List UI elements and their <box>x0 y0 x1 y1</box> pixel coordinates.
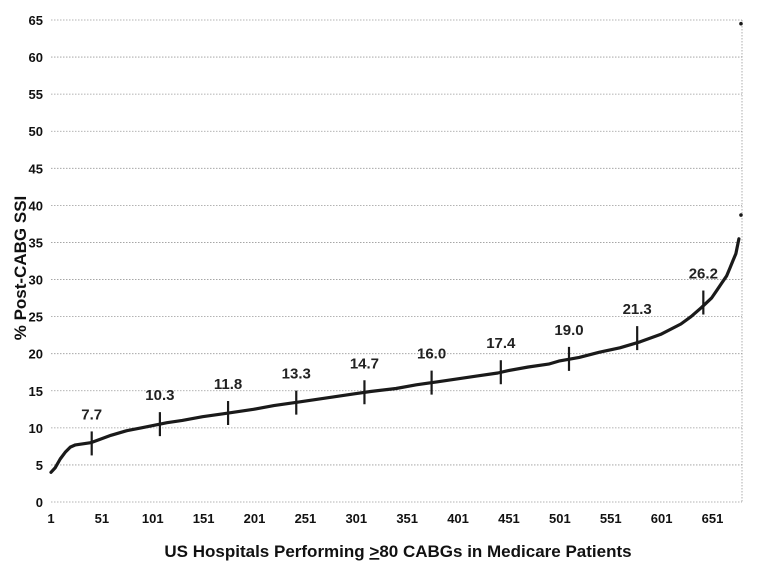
marker-label-0: 7.7 <box>81 406 102 423</box>
y-tick-label-8: 40 <box>29 198 43 213</box>
x-axis-ticks: 1 51 101 151 201 251 301 351 401 451 501 551 601 651 <box>47 511 723 526</box>
y-tick-label-13: 65 <box>29 13 43 28</box>
y-tick-label-6: 30 <box>29 273 43 288</box>
y-tick-label-10: 50 <box>29 124 43 139</box>
x-tick-label-7: 351 <box>396 511 418 526</box>
y-axis-title: % Post-CABG SSI <box>11 196 30 341</box>
x-tick-label-12: 601 <box>651 511 673 526</box>
x-tick-label-0: 1 <box>47 511 54 526</box>
marker-label-9: 26.2 <box>689 266 718 283</box>
x-tick-label-6: 301 <box>345 511 367 526</box>
marker-label-5: 16.0 <box>417 346 446 363</box>
outlier-point-1 <box>739 21 743 26</box>
x-tick-label-8: 401 <box>447 511 469 526</box>
marker-label-8: 21.3 <box>623 301 652 318</box>
y-tick-label-1: 5 <box>36 458 43 473</box>
x-tick-label-4: 201 <box>244 511 266 526</box>
x-tick-label-10: 501 <box>549 511 571 526</box>
marker-label-1: 10.3 <box>145 387 174 404</box>
grid-lines <box>51 19 743 503</box>
x-tick-label-11: 551 <box>600 511 622 526</box>
y-tick-label-11: 55 <box>29 87 43 102</box>
x-axis-title-part-3: 80 CABGs in Medicare Patients <box>379 542 631 561</box>
y-tick-label-3: 15 <box>29 384 43 399</box>
y-axis-ticks: 0 5 10 15 20 25 30 35 40 45 50 55 60 65 <box>29 13 43 510</box>
percentile-markers: 7.7 10.3 11.8 13.3 14.7 16.0 17.4 19.0 21.3 26.2 <box>81 266 718 456</box>
x-tick-label-5: 251 <box>295 511 317 526</box>
x-tick-label-1: 51 <box>95 511 109 526</box>
x-tick-label-9: 451 <box>498 511 520 526</box>
x-axis-title-part-1: US Hospitals Performing <box>164 542 369 561</box>
x-tick-label-3: 151 <box>193 511 215 526</box>
marker-label-3: 13.3 <box>282 366 311 383</box>
outlier-point-0 <box>739 213 743 217</box>
x-tick-label-13: 651 <box>702 511 724 526</box>
marker-label-7: 19.0 <box>554 322 583 339</box>
y-tick-label-7: 35 <box>29 235 43 250</box>
x-tick-label-2: 101 <box>142 511 164 526</box>
series-line <box>49 237 741 474</box>
y-tick-label-4: 20 <box>29 347 43 362</box>
y-tick-label-0: 0 <box>36 495 43 510</box>
marker-label-2: 11.8 <box>214 376 242 393</box>
outlier-points <box>739 21 743 217</box>
x-axis-title-part-2: > <box>369 542 379 561</box>
y-tick-label-2: 10 <box>29 421 43 436</box>
x-axis-title: US Hospitals Performing >80 CABGs in Med… <box>164 542 631 561</box>
y-tick-label-12: 60 <box>29 50 43 65</box>
marker-label-6: 17.4 <box>486 335 516 352</box>
marker-label-4: 14.7 <box>350 355 379 372</box>
y-tick-label-9: 45 <box>29 161 43 176</box>
y-tick-label-5: 25 <box>29 310 43 325</box>
